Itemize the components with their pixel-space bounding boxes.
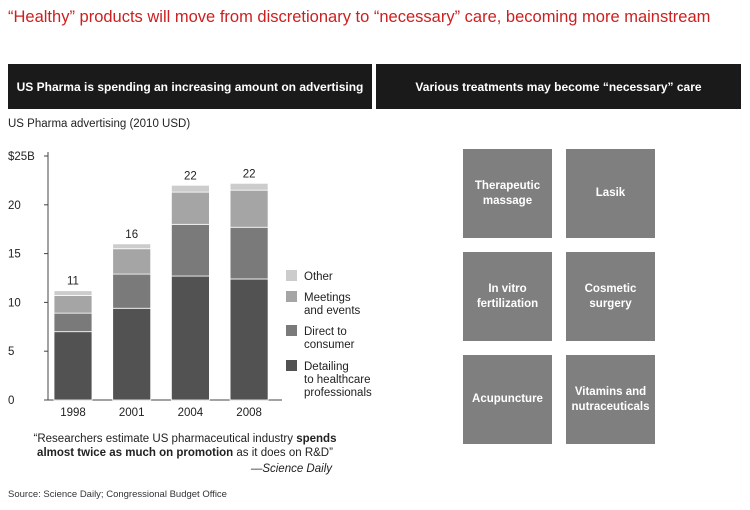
x-tick-label: 2004 <box>178 407 204 419</box>
right-panel-header: Various treatments may become “necessary… <box>376 64 741 109</box>
bar-segment <box>53 331 93 401</box>
legend-swatch <box>286 270 297 281</box>
legend-swatch <box>286 291 297 302</box>
bar-segment <box>170 275 210 401</box>
legend-label: Other <box>304 271 333 283</box>
y-tick-label: 0 <box>8 395 14 407</box>
quote-text-2: as it does on R&D” <box>233 447 333 459</box>
legend-label: Meetings <box>304 292 351 304</box>
y-tick-label: 5 <box>8 346 14 358</box>
legend-label: Detailing <box>304 361 349 373</box>
quote-bold-1: spends <box>296 433 337 445</box>
bar-segment <box>229 182 269 191</box>
x-tick-label: 1998 <box>60 407 86 419</box>
legend-label: and events <box>304 305 361 317</box>
x-tick-label: 2001 <box>119 407 145 419</box>
bar-segment <box>53 312 93 333</box>
bar-segment <box>229 226 269 280</box>
bar-total-label: 16 <box>125 229 138 241</box>
treatment-tile-cosmetic-surgery: Cosmetic surgery <box>566 252 655 341</box>
legend-label: professionals <box>304 387 372 399</box>
legend-label: consumer <box>304 339 355 351</box>
bar-segment <box>229 278 269 401</box>
quote: “Researchers estimate US pharmaceutical … <box>30 432 340 460</box>
bar-segment <box>170 223 210 277</box>
left-panel-header: US Pharma is spending an increasing amou… <box>8 64 372 109</box>
bar-segment <box>53 290 93 296</box>
y-tick-label: 15 <box>8 249 21 261</box>
chart-caption: US Pharma advertising (2010 USD) <box>8 118 191 130</box>
bar-segment <box>170 191 210 225</box>
bar-total-label: 11 <box>67 276 79 288</box>
legend-swatch <box>286 360 297 371</box>
bar-segment <box>112 248 152 275</box>
legend-label: to healthcare <box>304 374 371 386</box>
treatment-tile-in-vitro-fertilization: In vitro fertilization <box>463 252 552 341</box>
quote-text-1: “Researchers estimate US pharmaceutical … <box>33 433 297 445</box>
bar-segment <box>53 295 93 314</box>
source-note: Source: Science Daily; Congressional Bud… <box>8 489 227 500</box>
advertising-bar-chart: 0 5 10 15 20 $25B 11 1998 16 2001 22 2004 22 2008 Othe… <box>8 151 372 419</box>
treatment-tile-vitamins-and-nutraceuticals: Vitamins and nutraceuticals <box>566 355 655 444</box>
legend-label: Direct to <box>304 326 347 338</box>
y-tick-label: 20 <box>8 200 21 212</box>
y-tick-label: $25B <box>8 151 35 163</box>
y-tick-label: 10 <box>8 297 21 309</box>
bar-segment <box>112 307 152 401</box>
quote-bold-2: almost twice as much on promotion <box>37 447 234 459</box>
x-tick-label: 2008 <box>236 407 262 419</box>
bar-segment <box>112 243 152 250</box>
bar-segment <box>229 189 269 228</box>
bar-total-label: 22 <box>243 168 256 180</box>
bar-segment <box>112 273 152 309</box>
quote-source: —Science Daily <box>250 463 332 475</box>
treatment-tile-therapeutic-massage: Therapeutic massage <box>463 149 552 238</box>
bar-segment <box>170 184 210 193</box>
treatment-tile-acupuncture: Acupuncture <box>463 355 552 444</box>
treatment-tile-lasik: Lasik <box>566 149 655 238</box>
bar-total-label: 22 <box>184 170 197 182</box>
page-title: “Healthy” products will move from discre… <box>8 8 711 26</box>
legend-swatch <box>286 325 297 336</box>
